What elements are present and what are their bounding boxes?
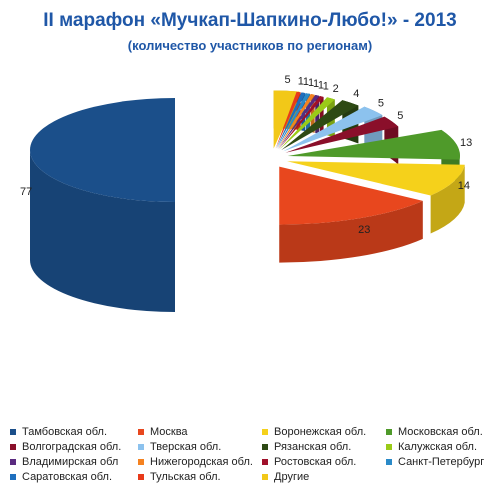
data-label-9: 1 (313, 78, 319, 90)
chart-title: II марафон «Мучкап-Шапкино-Любо!» - 2013 (43, 10, 457, 31)
legend-swatch-6 (262, 444, 268, 450)
legend-label-2: Воронежская обл. (274, 426, 367, 438)
legend-item-14: Другие (262, 471, 386, 483)
legend-swatch-13 (138, 474, 144, 480)
data-label-10: 1 (323, 81, 329, 93)
legend-item-4: Волгоградская обл. (10, 441, 138, 453)
legend-item-11: Санкт-Петербург (386, 456, 498, 468)
legend-label-1: Москва (150, 426, 188, 438)
pie-slice-1 (279, 166, 423, 263)
legend-item-7: Калужская обл. (386, 441, 498, 453)
legend-swatch-4 (10, 444, 16, 450)
legend-item-13: Тульская обл. (138, 471, 262, 483)
legend-label-12: Саратовская обл. (22, 471, 113, 483)
legend-label-3: Московская обл. (398, 426, 483, 438)
legend-item-8: Владимирская обл (10, 456, 138, 468)
legend-item-3: Московская обл. (386, 426, 498, 438)
data-label-4: 5 (397, 110, 403, 122)
data-label-1: 23 (358, 224, 370, 236)
legend-item-2: Воронежская обл. (262, 426, 386, 438)
legend-label-8: Владимирская обл (22, 456, 119, 468)
pie-slice-0 (30, 98, 175, 312)
legend-label-6: Рязанская обл. (274, 441, 352, 453)
legend-swatch-10 (262, 459, 268, 465)
legend-item-1: Москва (138, 426, 262, 438)
legend-label-9: Нижегородская обл. (150, 456, 253, 468)
legend-label-14: Другие (274, 471, 310, 483)
legend-item-9: Нижегородская обл. (138, 456, 262, 468)
pie-slice-2 (287, 161, 465, 234)
legend-item-10: Ростовская обл. (262, 456, 386, 468)
legend-swatch-14 (262, 474, 268, 480)
legend: Тамбовская обл. Москва Воронежская обл. Мос… (10, 426, 498, 483)
legend-item-5: Тверская обл. (138, 441, 262, 453)
legend-label-10: Ростовская обл. (274, 456, 357, 468)
legend-swatch-5 (138, 444, 144, 450)
data-label-7: 2 (333, 83, 339, 95)
data-label-12: 1 (303, 76, 309, 88)
legend-label-7: Калужская обл. (398, 441, 478, 453)
chart-subtitle: (количество участников по регионам) (127, 38, 373, 53)
legend-swatch-11 (386, 459, 392, 465)
legend-item-0: Тамбовская обл. (10, 426, 138, 438)
legend-swatch-7 (386, 444, 392, 450)
legend-item-12: Саратовская обл. (10, 471, 138, 483)
data-label-5: 5 (378, 97, 384, 109)
legend-label-5: Тверская обл. (150, 441, 222, 453)
data-label-8: 1 (318, 79, 324, 91)
legend-swatch-2 (262, 429, 268, 435)
legend-swatch-0 (10, 429, 16, 435)
legend-swatch-1 (138, 429, 144, 435)
legend-label-13: Тульская обл. (150, 471, 221, 483)
legend-swatch-12 (10, 474, 16, 480)
data-label-14: 5 (284, 74, 290, 86)
legend-swatch-3 (386, 429, 392, 435)
legend-label-0: Тамбовская обл. (22, 426, 108, 438)
legend-swatch-8 (10, 459, 16, 465)
data-label-13: 1 (298, 75, 304, 87)
data-label-2: 14 (458, 180, 470, 192)
legend-swatch-9 (138, 459, 144, 465)
legend-label-11: Санкт-Петербург (398, 456, 485, 468)
data-label-3: 13 (460, 137, 472, 149)
data-label-11: 1 (308, 77, 314, 89)
data-label-0: 77 (20, 186, 32, 198)
data-label-6: 4 (353, 88, 359, 100)
legend-label-4: Волгоградская обл. (22, 441, 122, 453)
legend-item-6: Рязанская обл. (262, 441, 386, 453)
